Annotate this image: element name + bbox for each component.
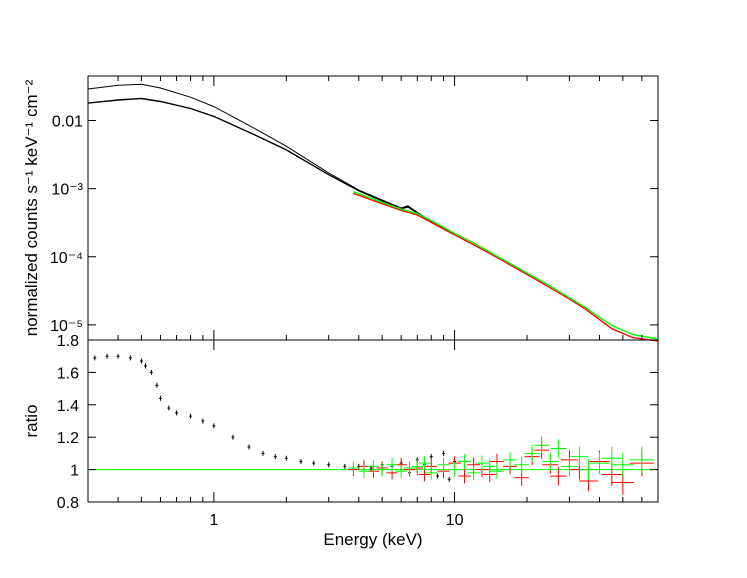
ratio-data-point	[436, 473, 440, 479]
ratio-data-point	[589, 452, 610, 474]
ratio-data-point	[514, 456, 529, 474]
ratio-y-tick-label: 1	[70, 463, 79, 480]
spectrum-y-tick-label: 10⁻³	[51, 182, 83, 199]
ratio-data-point	[367, 459, 379, 473]
ratio-data-point	[139, 358, 143, 364]
ratio-data-point	[503, 451, 518, 468]
energy-x-axis: 1 10	[117, 76, 643, 529]
x-axis-label: Energy (keV)	[323, 530, 422, 549]
ratio-y-tick-label: 0.8	[57, 495, 79, 512]
ratio-data-point	[128, 355, 132, 361]
spectrum-series-line	[353, 191, 659, 340]
ratio-data-point	[158, 395, 162, 401]
ratio-data-point	[231, 434, 235, 440]
x-tick-label: 1	[209, 512, 218, 529]
ratio-data-point	[212, 423, 216, 429]
ratio-data-point	[629, 446, 655, 474]
ratio-y-axis-label: ratio	[22, 404, 41, 437]
ratio-data-point	[189, 413, 193, 419]
ratio-data-point	[448, 462, 461, 477]
ratio-y-tick-label: 1.2	[57, 430, 79, 447]
ratio-y-axis: 0.8 1 1.2 1.4 1.6 1.8	[57, 333, 658, 512]
ratio-data-point	[155, 382, 159, 388]
ratio-data-point	[116, 353, 120, 359]
ratio-data-point	[358, 464, 370, 478]
ratio-data-point	[560, 456, 579, 476]
ratio-data-point	[550, 439, 567, 458]
ratio-data-point	[403, 461, 416, 475]
ratio-data-point	[149, 369, 153, 375]
ratio-data-point	[447, 476, 451, 482]
spectrum-y-tick-label: 0.01	[52, 114, 83, 131]
ratio-data-point	[550, 466, 567, 486]
spectrum-series-line	[87, 97, 455, 236]
ratio-data-point	[343, 463, 347, 469]
ratio-data-point	[475, 455, 489, 471]
ratio-data-point	[299, 459, 303, 464]
ratio-data-point	[490, 463, 504, 480]
ratio-data-point	[93, 355, 97, 361]
ratio-panel: 0.8 1 1.2 1.4 1.6 1.8 1 10 ratio Energy (keV)	[22, 76, 659, 549]
ratio-data-point	[327, 462, 331, 468]
ratio-data-point	[312, 460, 316, 466]
ratio-series-group	[93, 353, 655, 495]
spectrum-series-line	[87, 83, 455, 234]
spectrum-series-group	[87, 83, 659, 342]
ratio-data-point	[386, 458, 398, 472]
ratio-data-point	[458, 454, 471, 469]
ratio-data-point	[175, 410, 179, 416]
ratio-data-point	[425, 465, 438, 480]
spectrum-y-axis-label: normalized counts s⁻¹ keV⁻¹ cm⁻²	[22, 79, 41, 336]
ratio-data-point	[483, 458, 497, 475]
ratio-y-tick-label: 1.4	[57, 398, 79, 415]
ratio-y-tick-label: 1.6	[57, 365, 79, 382]
ratio-data-point	[437, 457, 450, 472]
ratio-data-point	[247, 444, 251, 450]
spectrum-y-axis: 0.01 10⁻³ 10⁻⁴ 10⁻⁵	[50, 114, 658, 335]
ratio-y-tick-label: 1.8	[57, 333, 79, 350]
spectrum-series-line	[353, 192, 659, 342]
ratio-data-point	[273, 454, 277, 460]
ratio-data-point	[458, 468, 471, 484]
ratio-plot-frame	[87, 339, 659, 503]
ratio-data-point	[542, 452, 559, 471]
ratio-data-point	[376, 463, 388, 477]
ratio-data-point	[411, 459, 424, 474]
ratio-data-point	[579, 459, 598, 480]
ratio-data-point	[201, 418, 205, 424]
ratio-data-point	[601, 446, 623, 470]
ratio-data-point	[347, 461, 359, 475]
x-tick-label: 10	[446, 512, 464, 529]
ratio-data-point	[167, 405, 171, 411]
ratio-data-point	[395, 464, 407, 478]
ratio-data-point	[261, 450, 265, 456]
ratio-data-point	[144, 363, 148, 369]
ratio-data-point	[429, 454, 433, 460]
ratio-data-point	[611, 452, 634, 477]
ratio-data-point	[418, 456, 431, 471]
ratio-data-point	[524, 444, 540, 462]
ratio-data-point	[442, 450, 446, 456]
ratio-data-point	[570, 446, 589, 467]
ratio-data-point	[284, 455, 288, 461]
ratio-data-point	[533, 436, 550, 455]
spectrum-y-tick-label: 10⁻⁵	[50, 318, 83, 335]
spectrum-panel: 0.01 10⁻³ 10⁻⁴ 10⁻⁵ normalized counts s⁻¹ k…	[22, 75, 659, 342]
ratio-data-point	[467, 465, 481, 481]
spectrum-y-tick-label: 10⁻⁴	[50, 250, 83, 267]
ratio-data-point	[105, 353, 109, 359]
